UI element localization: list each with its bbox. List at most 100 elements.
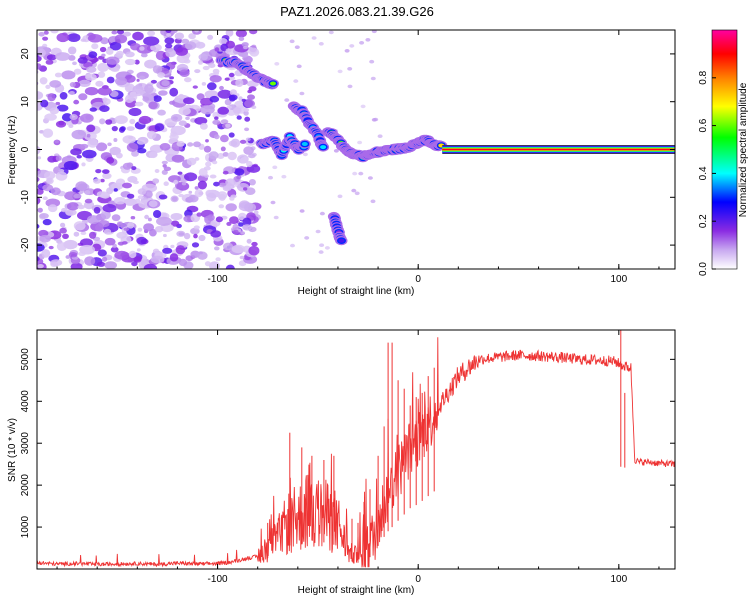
noise-blob	[55, 155, 62, 161]
noise-blob	[42, 218, 52, 226]
noise-blob	[198, 234, 206, 242]
noise-blob	[178, 120, 187, 126]
noise-blob	[73, 193, 82, 199]
y-tick-label: -20	[20, 237, 31, 252]
y-tick-label: 1000	[20, 516, 31, 539]
noise-blob	[225, 30, 234, 37]
noise-blob	[169, 30, 178, 34]
constant-band	[442, 145, 675, 154]
noise-blob	[77, 204, 85, 210]
noise-blob	[251, 44, 257, 49]
noise-blob	[58, 169, 65, 173]
noise-blob	[80, 38, 87, 42]
colorbar-tick-label: 0.8	[698, 70, 709, 84]
noise-blob	[49, 107, 60, 115]
noise-blob	[163, 181, 169, 186]
noise-blob	[243, 108, 250, 112]
noise-blob	[136, 78, 140, 82]
noise-blob	[113, 197, 127, 205]
noise-blob	[184, 172, 198, 182]
noise-blob	[349, 44, 355, 48]
y-tick-label: 2000	[20, 474, 31, 497]
noise-blob	[45, 198, 61, 208]
ridge-faint	[327, 211, 348, 246]
noise-blob	[73, 221, 86, 231]
noise-blob	[87, 34, 103, 43]
noise-blob	[243, 110, 249, 116]
noise-blob	[304, 236, 310, 240]
noise-blob	[200, 105, 215, 115]
snr-y-label: SNR (10 * v/v)	[7, 418, 18, 482]
noise-blob	[150, 255, 165, 264]
noise-blob	[30, 142, 35, 145]
y-tick-label: 10	[20, 96, 31, 108]
noise-blob	[127, 222, 135, 229]
noise-blob	[214, 47, 220, 52]
noise-blob	[170, 195, 179, 203]
noise-blob	[173, 179, 179, 185]
noise-blob	[37, 156, 38, 161]
noise-blob	[284, 98, 290, 102]
noise-blob	[213, 134, 220, 140]
noise-blob	[253, 210, 259, 215]
noise-blob	[73, 68, 82, 75]
noise-blob	[311, 36, 317, 40]
noise-blob	[357, 140, 363, 145]
noise-blob	[29, 140, 36, 144]
noise-blob	[80, 143, 89, 149]
noise-blob	[96, 142, 108, 152]
noise-blob	[155, 226, 164, 233]
noise-blob	[44, 171, 56, 180]
noise-blob	[95, 80, 104, 87]
noise-blob	[126, 126, 135, 131]
noise-blob	[124, 94, 134, 104]
noise-blob	[61, 207, 68, 213]
noise-blob	[39, 234, 51, 243]
noise-blob	[188, 194, 199, 203]
noise-blob	[161, 169, 168, 175]
noise-blob	[78, 93, 88, 101]
noise-blob	[358, 171, 364, 176]
noise-blob	[132, 180, 139, 185]
noise-blob	[163, 233, 167, 238]
noise-blob	[143, 223, 155, 232]
noise-blob	[136, 44, 153, 54]
noise-blob	[111, 126, 118, 132]
noise-blob	[39, 77, 48, 85]
noise-blob	[59, 227, 67, 234]
noise-blob	[95, 169, 102, 174]
y-tick-label: 20	[20, 48, 31, 60]
noise-blob	[114, 115, 128, 124]
noise-blob	[178, 193, 184, 198]
noise-blob	[188, 33, 196, 40]
noise-blob	[112, 243, 117, 249]
noise-blob	[80, 113, 94, 123]
noise-blob	[76, 154, 82, 159]
colorbar-label: Normalized spectral amplitude	[738, 82, 749, 217]
noise-blob	[270, 200, 276, 205]
noise-blob	[105, 119, 113, 125]
noise-blob	[42, 36, 49, 41]
noise-blob	[229, 89, 237, 96]
colorbar-tick-label: 0.4	[698, 166, 709, 180]
noise-blob	[196, 93, 205, 101]
noise-blob	[85, 73, 97, 81]
noise-blob	[218, 204, 225, 209]
noise-blob	[78, 79, 91, 87]
noise-blob	[102, 256, 108, 262]
noise-blob	[193, 141, 201, 148]
noise-blob	[42, 184, 54, 192]
noise-blob	[136, 248, 141, 252]
noise-blob	[231, 244, 246, 254]
noise-blob	[178, 106, 191, 116]
noise-blob	[122, 182, 132, 189]
noise-blob	[217, 106, 229, 115]
noise-blob	[243, 187, 248, 191]
noise-blob	[319, 243, 325, 247]
noise-blob	[93, 206, 101, 214]
noise-blob	[73, 99, 80, 105]
noise-blob	[194, 117, 208, 125]
noise-blob	[97, 87, 112, 96]
noise-blob	[212, 119, 221, 125]
noise-blob	[337, 194, 343, 199]
